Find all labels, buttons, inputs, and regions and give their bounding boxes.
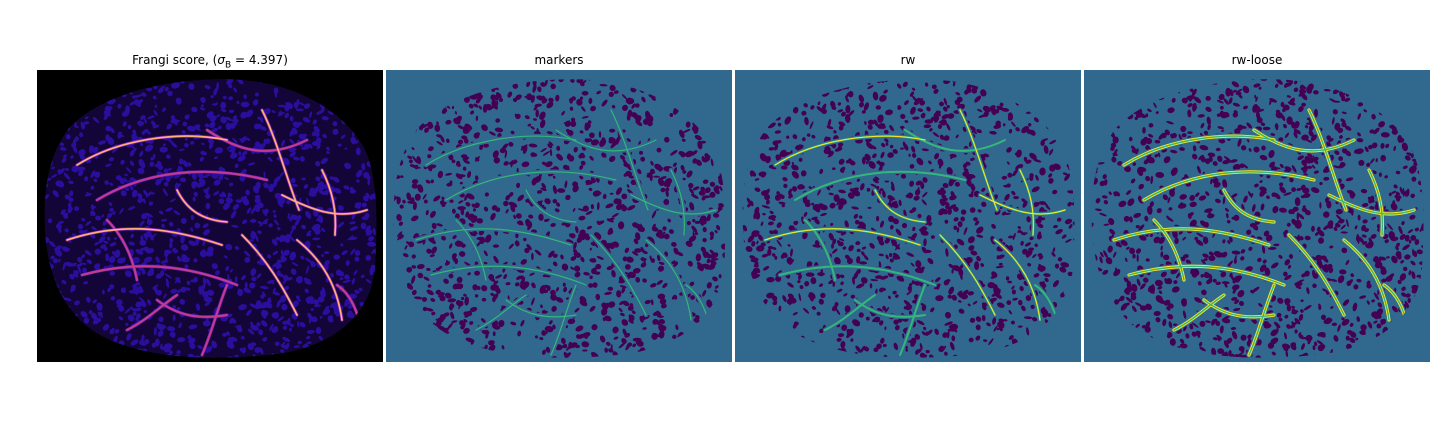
rw-image: [735, 70, 1081, 362]
panel-title-rw: rw: [900, 53, 916, 67]
panel-markers: [386, 70, 732, 362]
panel-frangi: [37, 70, 383, 362]
rw-loose-image: [1084, 70, 1430, 362]
frangi-title-text: Frangi score, (: [132, 53, 218, 67]
frangi-title-value: = 4.397): [231, 53, 288, 67]
frangi-title-sigma: σ: [217, 53, 225, 67]
frangi-image: [37, 70, 383, 362]
frangi-title-subscript: B: [224, 60, 232, 71]
markers-image: [386, 70, 732, 362]
panel-title-rw-loose: rw-loose: [1231, 53, 1283, 67]
panel-rw-loose: [1084, 70, 1430, 362]
panel-rw: [735, 70, 1081, 362]
panel-title-frangi: Frangi score, (σB = 4.397): [37, 52, 383, 73]
panel-title-markers: markers: [534, 53, 584, 67]
